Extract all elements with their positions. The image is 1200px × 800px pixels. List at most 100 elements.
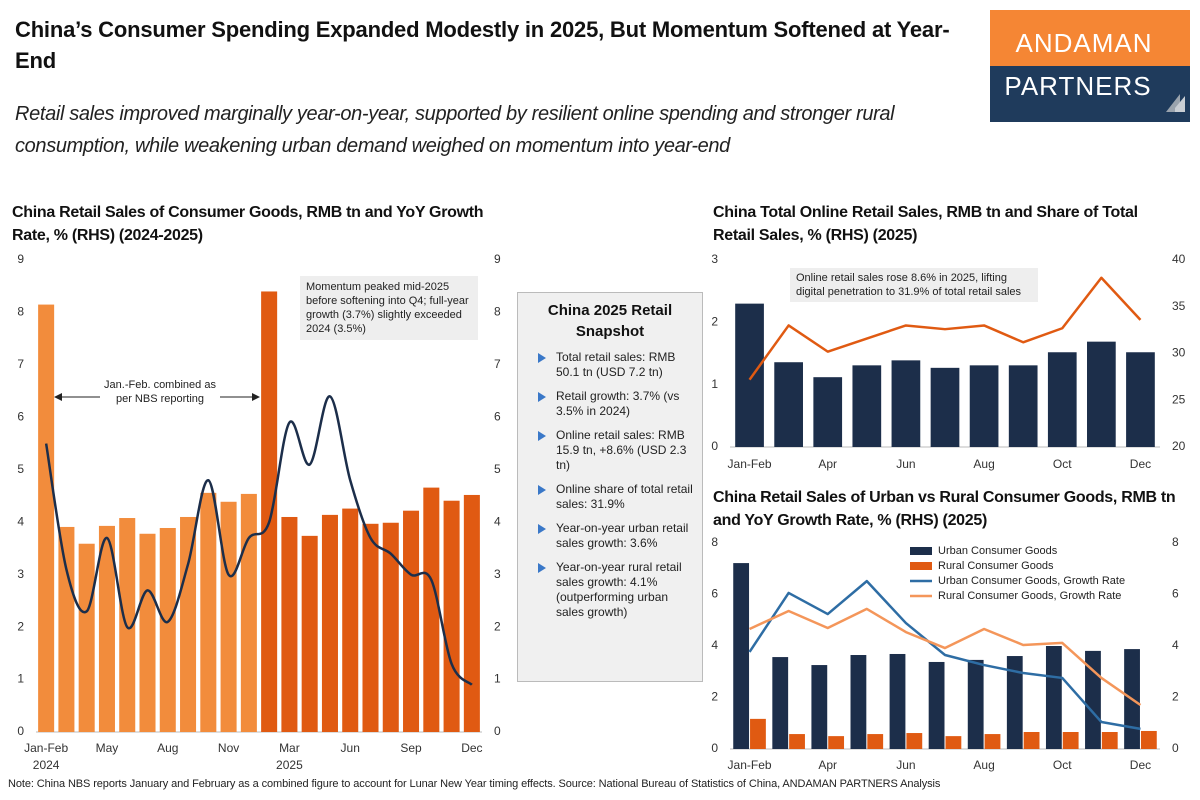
legend-label: Rural Consumer Goods — [938, 560, 1054, 572]
bar — [1006, 656, 1023, 749]
x-tick-label: May — [96, 741, 119, 755]
y2-tick-label: 35 — [1172, 299, 1186, 313]
legend-label: Urban Consumer Goods — [938, 545, 1058, 557]
y-tick-label: 9 — [17, 252, 24, 266]
snapshot-item: Online retail sales: RMB 15.9 tn, +8.6% … — [518, 428, 696, 473]
bar — [852, 365, 882, 447]
x-tick-label: Jan-Feb — [728, 758, 772, 772]
bar — [928, 661, 945, 749]
bar — [1045, 646, 1062, 749]
x-tick-label: Nov — [218, 741, 239, 755]
bar — [1140, 730, 1157, 749]
bar — [945, 736, 962, 749]
x-tick-label: Apr — [818, 457, 837, 471]
bar — [889, 653, 906, 749]
bar — [1101, 732, 1118, 749]
bar — [342, 508, 359, 732]
x-tick-label: Dec — [1130, 758, 1151, 772]
chart-title: China Total Online Retail Sales, RMB tn … — [713, 204, 1138, 244]
bar — [1126, 352, 1155, 447]
line-series — [44, 395, 473, 686]
x-tick-label: Jun — [341, 741, 360, 755]
snapshot-item: Year-on-year urban retail sales growth: … — [518, 521, 696, 551]
y-tick-label: 6 — [711, 587, 718, 601]
bar — [1047, 352, 1077, 447]
y-tick-label: 2 — [17, 619, 24, 633]
page-title: China’s Consumer Spending Expanded Modes… — [15, 17, 950, 73]
bar — [261, 291, 278, 732]
bar — [443, 500, 460, 732]
chart-title: China Retail Sales of Urban vs Rural Con… — [713, 489, 1176, 529]
bar — [906, 733, 923, 749]
y2-tick-label: 8 — [494, 305, 501, 319]
y2-tick-label: 2 — [1172, 690, 1179, 704]
bar — [463, 494, 480, 732]
x-tick-label: Dec — [1130, 457, 1151, 471]
page-subtitle: Retail sales improved marginally year-on… — [15, 103, 895, 157]
x-tick-label: Jan-Feb — [24, 741, 68, 755]
snapshot-item: Online share of total retail sales: 31.9… — [518, 482, 696, 512]
snapshot-item: Year-on-year rural retail sales growth: … — [518, 560, 696, 620]
bar — [984, 734, 1001, 749]
y2-tick-label: 6 — [494, 410, 501, 424]
x-tick-label: Aug — [973, 457, 994, 471]
bar — [321, 514, 338, 732]
bar — [159, 527, 176, 732]
bar — [774, 362, 803, 447]
x-tick-label: Sep — [400, 741, 422, 755]
bar — [78, 543, 95, 732]
y-tick-label: 3 — [711, 252, 718, 266]
snapshot-title: China 2025 Retail Snapshot — [547, 302, 673, 340]
y-tick-label: 2 — [711, 315, 718, 329]
y2-tick-label: 8 — [1172, 535, 1179, 549]
y2-tick-label: 5 — [494, 462, 501, 476]
y2-tick-label: 2 — [494, 619, 501, 633]
x-tick-label: Jun — [896, 457, 915, 471]
bar — [200, 492, 217, 732]
y2-tick-label: 4 — [494, 514, 501, 528]
y2-tick-label: 40 — [1172, 252, 1186, 266]
x-group-label: 2024 — [33, 758, 60, 772]
x-tick-label: Aug — [973, 758, 994, 772]
bar — [967, 659, 984, 749]
bar — [382, 522, 399, 732]
legend-swatch — [910, 547, 932, 555]
logo-mark — [1175, 96, 1185, 112]
y-tick-label: 1 — [17, 672, 24, 686]
y-tick-label: 8 — [17, 305, 24, 319]
x-tick-label: Oct — [1053, 758, 1072, 772]
y-tick-label: 0 — [711, 741, 718, 755]
logo-top — [990, 10, 1190, 66]
bar — [735, 303, 764, 447]
bar — [180, 516, 197, 732]
line-series — [748, 276, 1142, 381]
y2-tick-label: 9 — [494, 252, 501, 266]
logo-text: ANDAMAN — [1015, 28, 1152, 58]
bar — [58, 526, 75, 732]
bar — [891, 360, 921, 447]
bar — [969, 365, 999, 447]
bar — [98, 525, 115, 732]
bar — [403, 510, 420, 732]
y2-tick-label: 1 — [494, 672, 501, 686]
y-tick-label: 3 — [17, 567, 24, 581]
x-tick-label: Mar — [279, 741, 300, 755]
bar — [811, 665, 828, 749]
x-tick-label: Dec — [461, 741, 482, 755]
y-tick-label: 4 — [711, 638, 718, 652]
snapshot-item: Total retail sales: RMB 50.1 tn (USD 7.2… — [518, 350, 696, 380]
snapshot-list: Total retail sales: RMB 50.1 tn (USD 7.2… — [518, 350, 702, 620]
chart-title: China Retail Sales of Consumer Goods, RM… — [12, 204, 484, 244]
y-tick-label: 8 — [711, 535, 718, 549]
y2-tick-label: 25 — [1172, 392, 1186, 406]
bar — [828, 736, 845, 749]
footnote: Note: China NBS reports January and Febr… — [8, 778, 941, 790]
bar — [750, 718, 766, 749]
bar — [850, 655, 867, 749]
arrow-head — [54, 393, 62, 401]
logo-bottom — [990, 66, 1190, 122]
line-series — [748, 579, 1141, 731]
x-tick-label: Jun — [896, 758, 915, 772]
